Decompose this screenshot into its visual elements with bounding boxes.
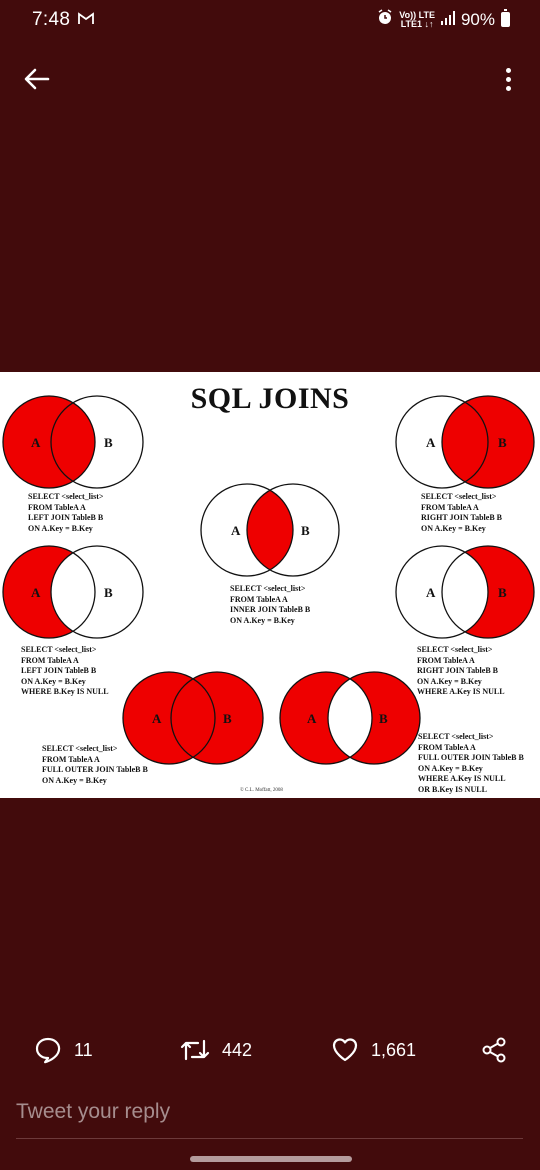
venn-right-exclusive: A B [395, 545, 535, 639]
retweet-count: 442 [222, 1039, 253, 1060]
venn-label-b: B [498, 435, 507, 450]
status-time: 7:48 [32, 9, 71, 30]
venn-full-outer-exclusive: A B [279, 671, 421, 765]
venn-label-b: B [379, 711, 388, 726]
venn-label-b: B [104, 585, 113, 600]
like-count: 1,661 [371, 1039, 417, 1060]
venn-label-a: A [426, 585, 436, 600]
more-dot-icon [505, 85, 511, 91]
diagram-title: SQL JOINS [190, 382, 350, 415]
venn-label-b: B [498, 585, 507, 600]
venn-label-b: B [301, 523, 310, 538]
query-full-outer-exclusive: SELECT <select_list> FROM TableA A FULL … [418, 732, 524, 794]
more-options-button[interactable] [498, 64, 518, 94]
tweet-image[interactable]: SQL JOINS A B SELECT <select_list> FROM … [0, 372, 540, 798]
reply-input[interactable]: Tweet your reply [16, 1100, 523, 1139]
venn-label-a: A [307, 711, 317, 726]
battery-icon [501, 9, 510, 27]
query-right-join: SELECT <select_list> FROM TableA A RIGHT… [421, 492, 502, 533]
venn-full-outer-join: A B [122, 671, 264, 765]
network-top: Vo)) LTE [399, 9, 435, 20]
venn-inner-join: A B [200, 483, 340, 577]
comment-icon [35, 1037, 61, 1064]
venn-label-b: B [223, 711, 232, 726]
venn-label-a: A [231, 523, 241, 538]
more-dot-icon [505, 76, 511, 82]
venn-label-b: B [104, 435, 113, 450]
tweet-actions: 11 442 1,661 [0, 1036, 540, 1072]
status-bar: 7:48 Vo)) LTE LTE1 ↓↑ 90% [0, 0, 540, 40]
heart-icon [332, 1038, 358, 1062]
query-inner-join: SELECT <select_list> FROM TableA A INNER… [230, 584, 311, 625]
like-button[interactable]: 1,661 [331, 1036, 416, 1064]
status-icons: Vo)) LTE LTE1 ↓↑ 90% [377, 9, 510, 30]
venn-label-a: A [152, 711, 162, 726]
venn-right-join: A B [395, 395, 535, 489]
share-button[interactable] [480, 1036, 508, 1064]
query-right-exclusive: SELECT <select_list> FROM TableA A RIGHT… [417, 645, 505, 696]
signal-icon [440, 10, 455, 30]
venn-left-join: A B [2, 395, 144, 489]
retweet-icon [180, 1039, 210, 1061]
query-left-join: SELECT <select_list> FROM TableA A LEFT … [28, 492, 104, 533]
query-full-outer-join: SELECT <select_list> FROM TableA A FULL … [42, 744, 148, 785]
reply-button[interactable]: 11 [34, 1036, 93, 1064]
back-button[interactable] [22, 64, 52, 94]
arrow-left-icon [24, 68, 50, 90]
retweet-button[interactable]: 442 [180, 1036, 252, 1064]
gmail-icon [78, 10, 94, 30]
copyright: © C.L. Moffatt, 2008 [240, 788, 283, 793]
venn-label-a: A [426, 435, 436, 450]
query-left-exclusive: SELECT <select_list> FROM TableA A LEFT … [21, 645, 109, 696]
reply-count: 11 [74, 1039, 93, 1060]
more-dot-icon [505, 67, 511, 73]
network-indicator: Vo)) LTE LTE1 ↓↑ [399, 9, 435, 29]
alarm-icon [377, 9, 393, 30]
battery-percent: 90% [460, 9, 495, 29]
venn-left-exclusive: A B [2, 545, 144, 639]
venn-label-a: A [31, 435, 41, 450]
share-icon [482, 1037, 506, 1063]
home-indicator[interactable] [190, 1156, 352, 1162]
network-bottom: LTE1 ↓↑ [400, 18, 434, 29]
venn-label-a: A [31, 585, 41, 600]
